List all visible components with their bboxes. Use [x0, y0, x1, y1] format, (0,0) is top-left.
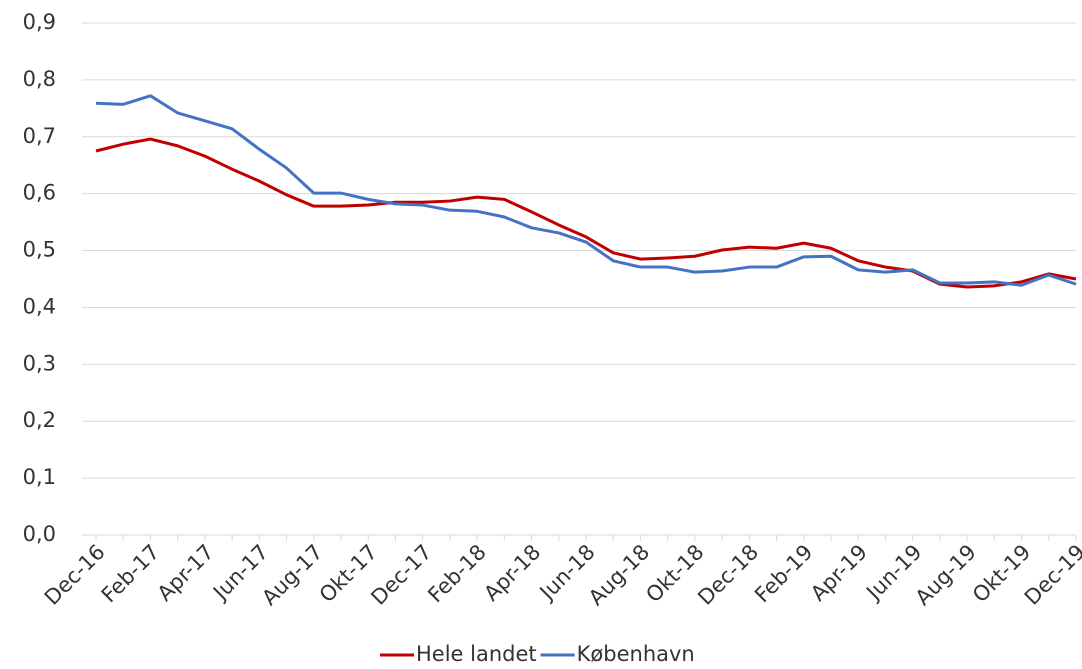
- legend-label: København: [577, 642, 695, 666]
- legend-label: Hele landet: [416, 642, 537, 666]
- x-tick-label: Dec-18: [693, 540, 763, 610]
- x-tick-label: Apr-17: [153, 540, 219, 606]
- x-tick-label: Aug-19: [911, 540, 981, 610]
- y-tick-label: 0,2: [23, 408, 56, 432]
- y-tick-label: 0,0: [23, 522, 56, 546]
- series-line: [95, 94, 1077, 287]
- x-tick-label: Dec-19: [1020, 540, 1082, 610]
- x-tick-label: Feb-19: [750, 540, 818, 608]
- y-tick-label: 0,8: [23, 67, 56, 91]
- y-tick-label: 0,4: [23, 294, 56, 318]
- y-tick-label: 0,9: [23, 10, 56, 34]
- y-tick-label: 0,5: [23, 238, 56, 262]
- y-tick-label: 0,1: [23, 465, 56, 489]
- x-tick-label: Dec-16: [40, 540, 110, 610]
- x-tick-label: Feb-18: [423, 540, 491, 608]
- x-tick-label: Apr-19: [806, 540, 872, 606]
- y-tick-label: 0,6: [23, 181, 56, 205]
- x-tick-label: Dec-17: [366, 540, 436, 610]
- y-tick-label: 0,7: [23, 124, 56, 148]
- x-tick-label: Aug-18: [584, 540, 654, 610]
- x-tick-label: Aug-17: [257, 540, 327, 610]
- x-tick-label: Feb-17: [97, 540, 165, 608]
- y-tick-label: 0,3: [23, 351, 56, 375]
- x-tick-label: Apr-18: [479, 540, 545, 606]
- series-line: [95, 137, 1077, 289]
